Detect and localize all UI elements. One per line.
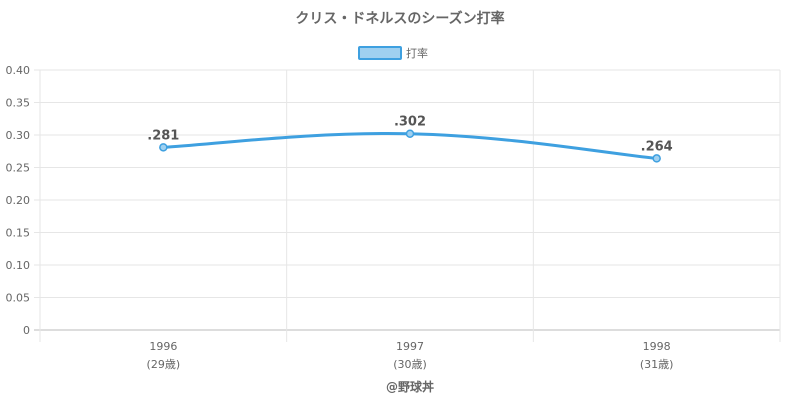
series-batting-average	[159, 129, 661, 163]
x-tick-sublabel: (30歳)	[393, 358, 427, 371]
y-tick-label: 0	[23, 324, 30, 337]
chart-title: クリス・ドネルスのシーズン打率	[295, 10, 504, 27]
data-point-1998	[652, 154, 661, 163]
y-tick-label: 0.30	[6, 129, 31, 142]
y-tick-label: 0.15	[6, 227, 31, 240]
y-tick-label: 0.35	[6, 97, 31, 110]
data-labels: .281 .302 .264	[147, 115, 672, 155]
x-tick-label: 1998	[643, 340, 671, 353]
data-label-1998: .264	[641, 139, 673, 154]
data-label-1997: .302	[394, 115, 426, 130]
x-tick-label: 1996	[149, 340, 177, 353]
x-tick-sublabel: (31歳)	[640, 358, 674, 371]
data-point-1996	[159, 143, 168, 152]
credit-text: @野球丼	[386, 379, 434, 394]
legend-swatch-batting-average	[358, 46, 402, 60]
y-axis: 0 0.05 0.10 0.15 0.20 0.25 0.30 0.35 0.40	[6, 64, 31, 337]
data-label-1996: .281	[147, 128, 179, 143]
y-tick-label: 0.10	[6, 259, 31, 272]
x-tick-sublabel: (29歳)	[147, 358, 181, 371]
x-tick-label: 1997	[396, 340, 424, 353]
y-tick-label: 0.05	[6, 292, 31, 305]
y-tick-label: 0.40	[6, 64, 31, 77]
y-tick-label: 0.20	[6, 194, 31, 207]
gridlines	[34, 69, 781, 342]
legend[interactable]: 打率	[358, 46, 428, 60]
y-tick-label: 0.25	[6, 162, 31, 175]
data-point-1997	[405, 129, 415, 138]
x-axis: 1996 (29歳) 1997 (30歳) 1998 (31歳)	[147, 340, 674, 371]
legend-label-batting-average: 打率	[406, 46, 428, 60]
